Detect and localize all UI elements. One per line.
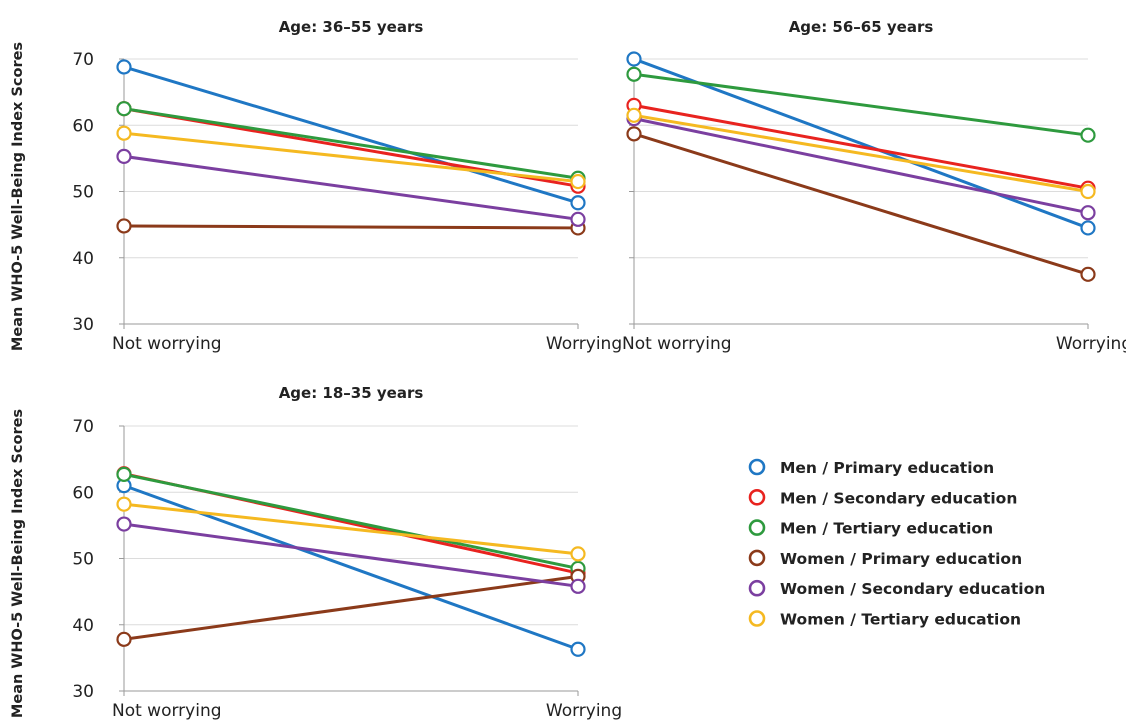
legend-item-men-primary-education: Men / Primary education [748, 458, 994, 477]
x-tick-label: Not worrying [112, 701, 222, 721]
point-women-secondary-education-worrying [570, 211, 586, 227]
y-tick-label: 70 [72, 50, 94, 70]
series-line-men-tertiary-education [122, 107, 580, 180]
legend-label: Women / Tertiary education [780, 611, 1021, 629]
point-women-tertiary-education-not-worrying [116, 496, 132, 512]
point-women-tertiary-education-worrying [1080, 183, 1096, 200]
point-men-tertiary-education-not-worrying [116, 101, 132, 117]
panel-title: Age: 56–65 years [789, 18, 934, 36]
series-line-women-primary-education [122, 574, 580, 641]
series-line-men-secondary-education [632, 103, 1090, 190]
legend-label: Men / Secondary education [780, 489, 1017, 507]
point-women-primary-education-worrying [1080, 266, 1096, 282]
panel-1: 30 40 50 60 70 Not worrying Worrying Age: 36–55… [10, 18, 622, 354]
point-women-tertiary-education-worrying [570, 546, 586, 562]
y-tick-label: 30 [72, 682, 94, 702]
y-tick-label: 70 [72, 417, 94, 437]
point-women-secondary-education-worrying [570, 578, 586, 594]
y-tick-label: 40 [72, 249, 94, 269]
legend-label: Men / Primary education [780, 459, 994, 477]
legend-marker [748, 458, 766, 476]
point-men-primary-education-not-worrying [626, 51, 642, 67]
series-line-women-tertiary-education [632, 113, 1090, 193]
y-tick-label: 40 [72, 616, 94, 636]
y-axis-label: Mean WHO-5 Well-Being Index Scores [10, 409, 26, 718]
series-line-women-tertiary-education [122, 131, 580, 184]
legend-label: Men / Tertiary education [780, 520, 993, 538]
legend-marker [748, 488, 766, 506]
point-women-tertiary-education-not-worrying [116, 125, 132, 141]
legend-label: Women / Primary education [780, 550, 1022, 568]
point-women-primary-education-not-worrying [116, 631, 132, 647]
point-men-primary-education-not-worrying [116, 59, 132, 75]
point-women-tertiary-education-not-worrying [626, 107, 642, 123]
y-tick-label: 60 [72, 116, 94, 136]
legend: Men / Primary education Men / Secondary e… [748, 458, 1045, 629]
point-men-tertiary-education-not-worrying [116, 466, 132, 482]
legend-item-women-secondary-education: Women / Secondary education [748, 579, 1045, 598]
x-tick-label: Worrying [546, 334, 622, 354]
y-tick-label: 50 [72, 183, 94, 203]
x-tick-label: Not worrying [112, 334, 222, 354]
legend-marker [748, 610, 766, 627]
legend-item-men-tertiary-education: Men / Tertiary education [748, 519, 993, 538]
panel-3: 30 40 50 60 70 Not worrying Worrying Age: 18–35… [10, 384, 622, 721]
point-women-primary-education-not-worrying [626, 126, 642, 142]
y-axis-label: Mean WHO-5 Well-Being Index Scores [10, 42, 26, 351]
legend-item-women-tertiary-education: Women / Tertiary education [748, 610, 1021, 629]
series-line-women-primary-education [122, 224, 580, 230]
x-tick-label: Worrying [546, 701, 622, 721]
point-men-tertiary-education-not-worrying [626, 66, 642, 82]
point-women-tertiary-education-worrying [570, 173, 586, 190]
point-women-secondary-education-not-worrying [116, 148, 132, 164]
legend-item-men-secondary-education: Men / Secondary education [748, 488, 1017, 507]
x-tick-label: Worrying [1056, 334, 1126, 354]
y-tick-label: 60 [72, 483, 94, 503]
point-women-secondary-education-worrying [1080, 205, 1096, 221]
point-men-primary-education-worrying [570, 641, 586, 657]
series-line-women-secondary-education [122, 522, 580, 588]
point-men-primary-education-worrying [1080, 220, 1096, 236]
point-men-primary-education-worrying [570, 195, 586, 211]
legend-marker [748, 579, 766, 597]
legend-item-women-primary-education: Women / Primary education [748, 549, 1022, 568]
series-line-women-secondary-education [632, 117, 1090, 215]
series-line-women-primary-education [632, 132, 1090, 276]
series-line-women-secondary-education [122, 154, 580, 221]
y-tick-label: 30 [72, 315, 94, 335]
legend-label: Women / Secondary education [780, 580, 1045, 598]
series-line-women-tertiary-education [122, 502, 580, 556]
legend-marker [748, 549, 766, 567]
point-women-primary-education-not-worrying [116, 218, 132, 234]
y-tick-label: 50 [72, 550, 94, 570]
point-men-tertiary-education-worrying [1080, 127, 1096, 143]
point-women-secondary-education-not-worrying [116, 516, 132, 532]
legend-marker [748, 519, 766, 536]
x-tick-label: Not worrying [622, 334, 732, 354]
series-line-men-tertiary-education [632, 72, 1090, 137]
series-line-men-primary-education [632, 57, 1090, 230]
panel-title: Age: 18–35 years [279, 384, 424, 402]
panel-2: Not worrying Worrying Age: 56–65 years [622, 18, 1126, 354]
series-line-men-tertiary-education [122, 472, 580, 570]
panel-title: Age: 36–55 years [279, 18, 424, 36]
series-line-men-primary-education [122, 65, 580, 205]
